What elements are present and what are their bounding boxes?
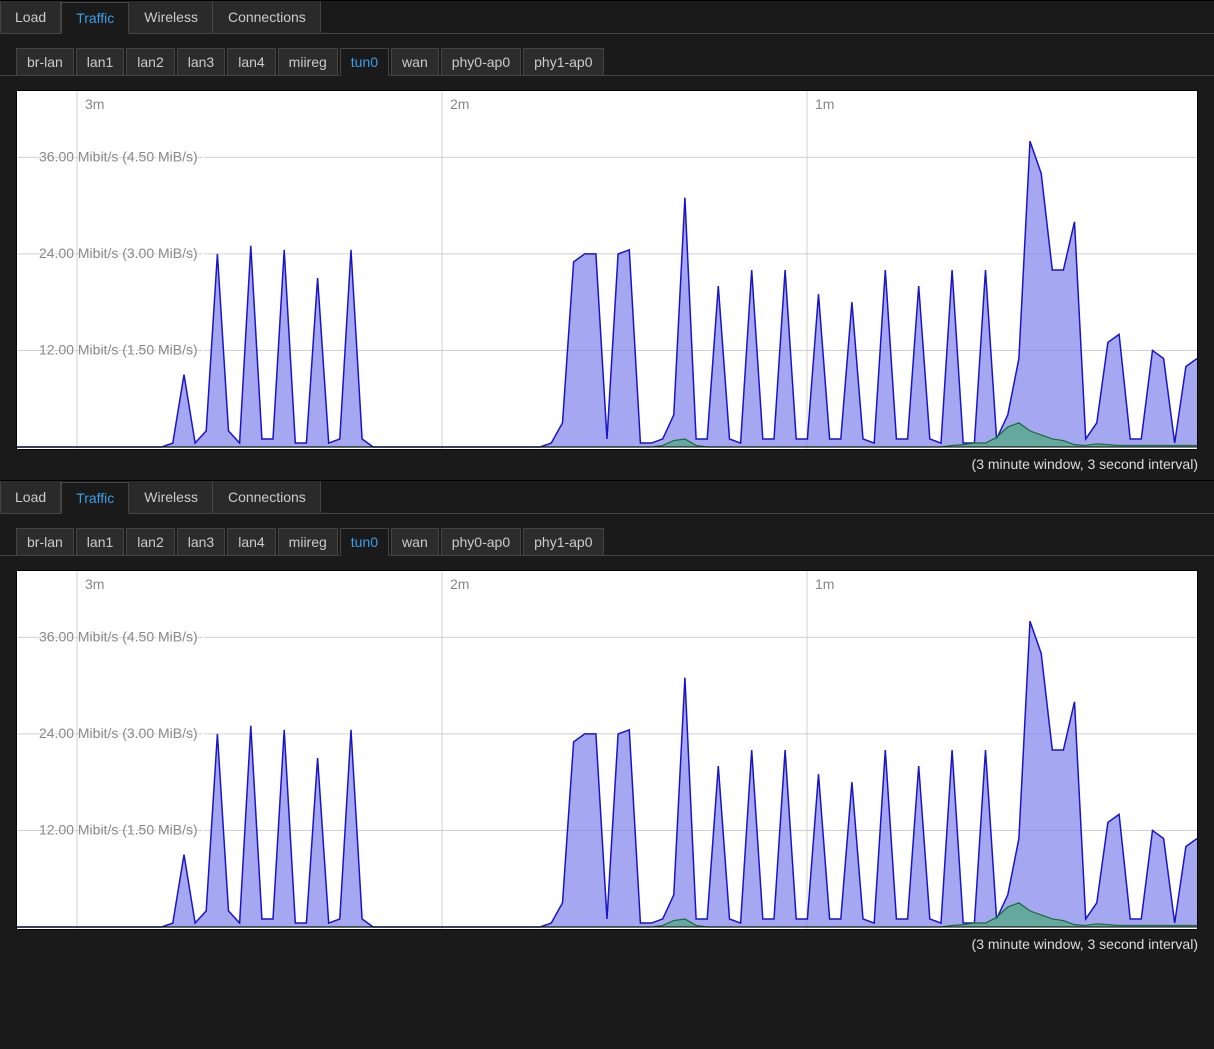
time-label: 2m xyxy=(450,96,469,112)
chart-caption: (3 minute window, 3 second interval) xyxy=(0,934,1214,960)
y-tick-label: 12.00 Mibit/s (1.50 MiB/s) xyxy=(39,341,198,357)
time-label: 1m xyxy=(815,96,834,112)
interface-tabs: br-lanlan1lan2lan3lan4miiregtun0wanphy0-… xyxy=(0,514,1214,556)
main-tab-traffic[interactable]: Traffic xyxy=(61,2,129,34)
main-tab-wireless[interactable]: Wireless xyxy=(129,1,213,33)
iface-tab-tun0[interactable]: tun0 xyxy=(340,528,389,556)
interface-tabs: br-lanlan1lan2lan3lan4miiregtun0wanphy0-… xyxy=(0,34,1214,76)
iface-tab-lan4[interactable]: lan4 xyxy=(227,48,275,76)
y-tick-label: 24.00 Mibit/s (3.00 MiB/s) xyxy=(39,245,198,261)
main-tab-connections[interactable]: Connections xyxy=(213,1,321,33)
iface-tab-lan2[interactable]: lan2 xyxy=(126,528,174,556)
y-tick-label: 24.00 Mibit/s (3.00 MiB/s) xyxy=(39,725,198,741)
iface-tab-br-lan[interactable]: br-lan xyxy=(16,528,74,556)
y-tick-label: 36.00 Mibit/s (4.50 MiB/s) xyxy=(39,148,198,164)
main-tab-wireless[interactable]: Wireless xyxy=(129,481,213,513)
main-tab-connections[interactable]: Connections xyxy=(213,481,321,513)
iface-tab-br-lan[interactable]: br-lan xyxy=(16,48,74,76)
iface-tab-phy1-ap0[interactable]: phy1-ap0 xyxy=(523,48,603,76)
iface-tab-lan2[interactable]: lan2 xyxy=(126,48,174,76)
iface-tab-lan3[interactable]: lan3 xyxy=(177,528,225,556)
y-tick-label: 12.00 Mibit/s (1.50 MiB/s) xyxy=(39,821,198,837)
time-label: 3m xyxy=(85,96,104,112)
iface-tab-wan[interactable]: wan xyxy=(391,48,439,76)
time-label: 2m xyxy=(450,576,469,592)
iface-tab-lan1[interactable]: lan1 xyxy=(76,528,124,556)
iface-tab-phy0-ap0[interactable]: phy0-ap0 xyxy=(441,528,521,556)
main-tab-load[interactable]: Load xyxy=(0,481,61,513)
main-tabs: LoadTrafficWirelessConnections xyxy=(0,1,1214,34)
time-label: 3m xyxy=(85,576,104,592)
y-tick-label: 36.00 Mibit/s (4.50 MiB/s) xyxy=(39,628,198,644)
iface-tab-lan1[interactable]: lan1 xyxy=(76,48,124,76)
iface-tab-wan[interactable]: wan xyxy=(391,528,439,556)
iface-tab-miireg[interactable]: miireg xyxy=(278,48,338,76)
iface-tab-miireg[interactable]: miireg xyxy=(278,528,338,556)
time-label: 1m xyxy=(815,576,834,592)
iface-tab-lan3[interactable]: lan3 xyxy=(177,48,225,76)
iface-tab-tun0[interactable]: tun0 xyxy=(340,48,389,76)
main-tab-load[interactable]: Load xyxy=(0,1,61,33)
iface-tab-phy0-ap0[interactable]: phy0-ap0 xyxy=(441,48,521,76)
main-tab-traffic[interactable]: Traffic xyxy=(61,482,129,514)
iface-tab-lan4[interactable]: lan4 xyxy=(227,528,275,556)
chart-caption: (3 minute window, 3 second interval) xyxy=(0,454,1214,480)
main-tabs: LoadTrafficWirelessConnections xyxy=(0,481,1214,514)
traffic-chart: 3m2m1m12.00 Mibit/s (1.50 MiB/s)12.00 Mi… xyxy=(16,90,1198,450)
traffic-chart: 3m2m1m12.00 Mibit/s (1.50 MiB/s)12.00 Mi… xyxy=(16,570,1198,930)
iface-tab-phy1-ap0[interactable]: phy1-ap0 xyxy=(523,528,603,556)
